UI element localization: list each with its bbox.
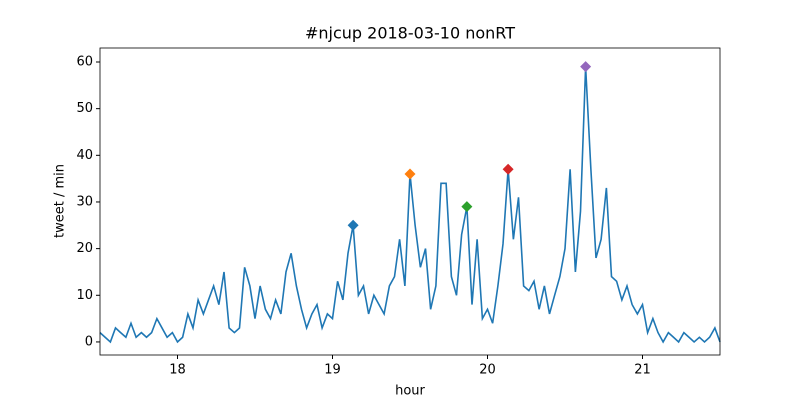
y-tick-label: 10 xyxy=(76,288,93,303)
peak-marker xyxy=(461,201,473,213)
plot-frame xyxy=(99,47,721,356)
x-tick-label: 18 xyxy=(169,363,186,378)
y-tick-label: 30 xyxy=(76,194,93,209)
y-tick-label: 0 xyxy=(85,334,93,349)
data-line xyxy=(99,66,721,344)
y-tick-label: 50 xyxy=(76,101,93,116)
y-tick-label: 60 xyxy=(76,54,93,69)
peak-marker xyxy=(347,219,359,231)
y-axis-label: tweet / min xyxy=(53,164,68,238)
x-tick-label: 20 xyxy=(479,363,496,378)
y-tick-label: 40 xyxy=(76,148,93,163)
peak-marker xyxy=(580,61,592,73)
x-tick-label: 19 xyxy=(324,363,341,378)
peak-marker xyxy=(404,168,416,180)
peak-marker xyxy=(502,163,514,175)
x-tick-label: 21 xyxy=(634,363,651,378)
chart-title: #njcup 2018-03-10 nonRT xyxy=(305,24,515,43)
x-axis-label: hour xyxy=(395,384,425,399)
y-tick-label: 20 xyxy=(76,241,93,256)
